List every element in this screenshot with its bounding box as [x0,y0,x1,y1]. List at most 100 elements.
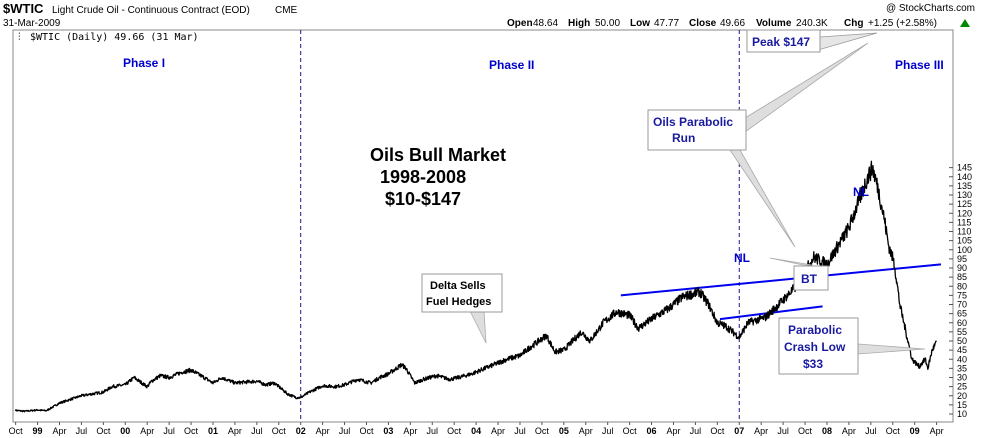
peak-label: Peak $147 [752,35,810,49]
quote-bar: Open 48.64 High 50.00 Low 47.77 Close 49… [507,18,970,29]
y-tick-label: 10 [957,409,967,419]
x-tick-label: Oct [886,426,901,436]
delta-callout: Delta Sells Fuel Hedges [421,273,503,344]
x-tick-label: Apr [754,426,768,436]
x-tick-label: Oct [96,426,111,436]
chart-date: 31-Mar-2009 [3,18,61,29]
phase-3-label: Phase III [895,58,944,72]
chart-title: Oils Bull Market [370,145,506,165]
crash-callout: Parabolic Crash Low $33 [778,317,926,375]
x-tick-label: 00 [120,426,130,436]
crash-label-line-3: $33 [803,357,823,371]
legend-bar-icon: ⫶ [18,32,21,43]
x-tick-label: Oct [272,426,287,436]
y-tick-label: 95 [957,254,967,264]
y-tick-label: 65 [957,309,967,319]
x-tick-label: Apr [842,426,856,436]
volume-value: 240.3K [796,18,828,29]
high-value: 50.00 [595,18,620,29]
y-tick-label: 115 [957,217,971,227]
parabolic-run-label-line-1: Oils Parabolic [653,115,733,129]
series-legend: $WTIC (Daily) 49.66 (31 Mar) [30,32,199,43]
chart-copyright: @ StockCharts.com [886,3,975,14]
x-tick-label: Apr [228,426,242,436]
x-tick-label: Oct [710,426,725,436]
x-tick-label: Jul [777,426,789,436]
x-tick-label: Apr [403,426,417,436]
x-tick-label: 05 [559,426,569,436]
y-tick-label: 110 [957,227,971,237]
x-tick-label: Jul [76,426,88,436]
x-tick-label: 07 [734,426,744,436]
y-tick-label: 145 [957,163,972,173]
y-tick-label: 15 [957,400,967,410]
volume-label: Volume [756,18,792,29]
y-tick-label: 30 [957,373,967,383]
y-tick-label: 20 [957,391,967,401]
x-tick-label: Oct [623,426,638,436]
x-tick-label: Apr [666,426,680,436]
x-tick-label: Apr [52,426,66,436]
chart-title-line-3: $10-$147 [385,189,461,209]
x-tick-label: Apr [316,426,330,436]
x-tick-label: 06 [647,426,657,436]
x-tick-label: Jul [163,426,175,436]
y-tick-label: 80 [957,281,967,291]
y-tick-label: 55 [957,327,967,337]
y-tick-label: 40 [957,354,967,364]
x-tick-label: 08 [822,426,832,436]
y-tick-label: 135 [957,181,972,191]
y-tick-label: 75 [957,290,967,300]
close-value: 49.66 [720,18,745,29]
close-label: Close [689,18,717,29]
x-tick-label: Oct [798,426,813,436]
x-tick-label: 02 [296,426,306,436]
y-tick-label: 100 [957,245,972,255]
x-tick-label: Oct [447,426,462,436]
bt-label: BT [801,272,818,286]
y-tick-label: 125 [957,199,972,209]
x-tick-label: Jul [514,426,526,436]
y-tick-label: 85 [957,272,967,282]
chg-label: Chg [844,18,863,29]
y-tick-label: 130 [957,190,972,200]
x-tick-label: Apr [491,426,505,436]
price-series-line [14,160,938,413]
x-tick-label: Jul [427,426,439,436]
peak-callout: Peak $147 [746,29,878,53]
x-tick-label: 04 [471,426,481,436]
y-tick-label: 140 [957,172,972,182]
x-tick-label: Jul [690,426,702,436]
x-tick-label: Jul [251,426,263,436]
x-tick-label: 03 [383,426,393,436]
x-tick-label: Apr [930,426,944,436]
up-arrow-icon [960,19,970,27]
x-tick-label: Oct [535,426,550,436]
chart-title-line-2: 1998-2008 [380,167,466,187]
x-tick-label: Jul [602,426,614,436]
bt-callout: BT [769,257,829,291]
low-label: Low [630,18,650,29]
x-tick-label: Jul [865,426,877,436]
trendline-neckline-main [620,263,942,297]
y-tick-label: 70 [957,300,967,310]
y-tick-label: 35 [957,363,967,373]
x-tick-label: Oct [184,426,199,436]
y-tick-label: 60 [957,318,967,328]
y-tick-label: 120 [957,208,972,218]
x-tick-label: Apr [140,426,154,436]
y-tick-label: 45 [957,345,967,355]
x-tick-label: Oct [9,426,24,436]
parabolic-run-callout: Oils Parabolic Run [647,42,869,248]
crash-label-line-1: Parabolic [788,323,842,337]
nl-label-main: NL [853,185,869,199]
y-tick-label: 90 [957,263,967,273]
high-label: High [568,18,590,29]
parabolic-run-label-line-2: Run [672,131,695,145]
x-tick-label: Oct [359,426,374,436]
nl-label-small: NL [734,251,750,265]
x-tick-label: 09 [910,426,920,436]
y-tick-label: 25 [957,382,967,392]
x-tick-label: 01 [208,426,218,436]
